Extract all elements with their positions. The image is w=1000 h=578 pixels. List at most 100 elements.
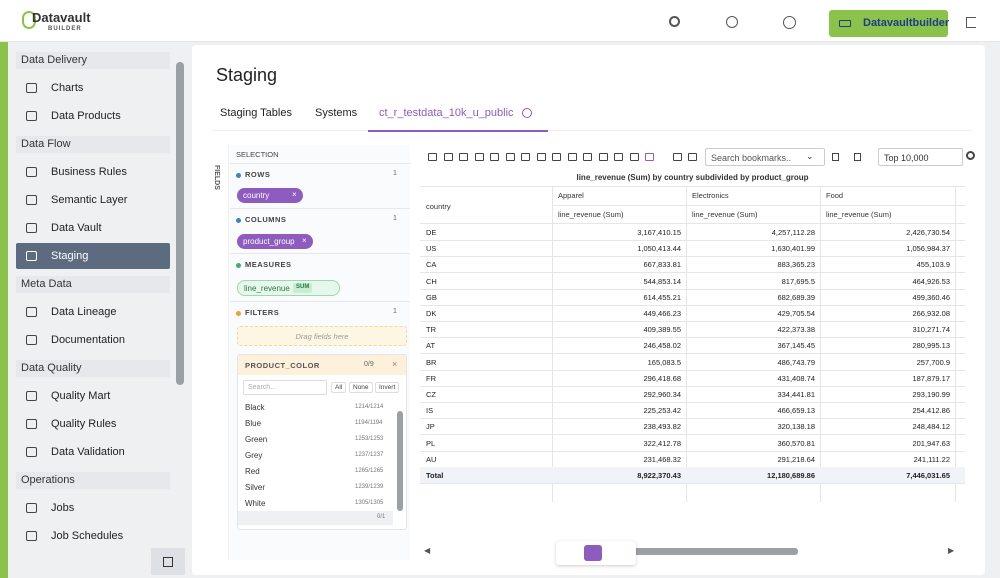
- view-switcher: [556, 541, 636, 565]
- nav-item[interactable]: Quality Mart: [16, 383, 170, 409]
- row-line: [420, 304, 965, 306]
- nav-item[interactable]: Semantic Layer: [16, 187, 170, 213]
- filter-button[interactable]: All: [331, 382, 347, 393]
- logout-icon[interactable]: [966, 17, 976, 28]
- section-divider: [230, 301, 410, 302]
- cell: 225,253.42: [643, 406, 681, 416]
- view-button[interactable]: [562, 545, 580, 561]
- toolbar-icon[interactable]: [645, 153, 654, 161]
- row-line: [420, 288, 965, 290]
- toolbar-icon[interactable]: [443, 153, 453, 161]
- nav-item[interactable]: Jobs: [16, 495, 170, 521]
- toolbar-icon[interactable]: [552, 153, 561, 161]
- nav-item[interactable]: Business Rules: [16, 159, 170, 185]
- cell: 257,700.9: [916, 357, 950, 367]
- filter-header: [238, 355, 406, 375]
- nav-item[interactable]: Documentation: [16, 327, 170, 353]
- toolbar-icon[interactable]: [459, 153, 468, 161]
- cell: 544,853.14: [643, 276, 681, 286]
- nav-icon: [26, 531, 37, 541]
- row-limit[interactable]: Top 10,000: [878, 148, 963, 166]
- filter-button[interactable]: None: [349, 382, 373, 393]
- limit-label: Top 10,000: [884, 153, 929, 163]
- filter-item[interactable]: Black: [245, 403, 265, 412]
- toolbar-icon[interactable]: [536, 153, 546, 161]
- nav-label: Job Schedules: [51, 530, 124, 542]
- tab[interactable]: Systems: [315, 107, 358, 119]
- theme-icon[interactable]: [669, 16, 680, 27]
- filter-button[interactable]: Invert: [375, 382, 400, 393]
- field-chip[interactable]: product_group ×: [237, 234, 313, 249]
- toolbar-icon[interactable]: [474, 153, 484, 161]
- cell: 431,408.74: [777, 373, 815, 383]
- row-label: Total: [426, 471, 444, 480]
- agg-badge[interactable]: SUM: [293, 283, 313, 293]
- h-scroll-thumb[interactable]: [632, 548, 798, 555]
- filter-item[interactable]: Silver: [245, 483, 266, 492]
- workspace-button[interactable]: Datavaultbuilder: [829, 10, 949, 37]
- filter-item[interactable]: Grey: [245, 451, 263, 460]
- toolbar-icon[interactable]: [629, 153, 639, 161]
- section-header: Data Flow: [16, 136, 170, 153]
- nav-item[interactable]: Data Products: [16, 103, 170, 129]
- settings-icon[interactable]: [966, 151, 975, 160]
- toolbar-icon[interactable]: [521, 153, 530, 161]
- toolbar-icon[interactable]: [854, 153, 861, 161]
- view-button[interactable]: [608, 545, 626, 561]
- section-label: FILTERS: [245, 308, 280, 317]
- language-icon[interactable]: [726, 16, 738, 28]
- nav-item[interactable]: Data Vault: [16, 215, 170, 241]
- nav-item[interactable]: Staging: [16, 243, 170, 269]
- nav-icon: [26, 307, 37, 317]
- toolbar-icon[interactable]: [614, 153, 623, 161]
- filter-item[interactable]: White: [245, 499, 266, 508]
- cell: 201,947.63: [912, 438, 950, 448]
- cell: 296,418.68: [643, 373, 681, 383]
- field-chip[interactable]: country ×: [237, 188, 303, 203]
- measure-chip[interactable]: line_revenue SUM: [237, 280, 340, 296]
- tab-close[interactable]: [522, 108, 532, 118]
- toolbar-icon[interactable]: [598, 153, 608, 161]
- logo-text[interactable]: Datavault: [32, 10, 91, 25]
- toolbar-icon[interactable]: [688, 153, 697, 161]
- total-row: [420, 467, 965, 483]
- toolbar-icon[interactable]: [567, 153, 577, 161]
- cell: 1,050,413.44: [637, 244, 681, 254]
- toolbar-icon[interactable]: [583, 153, 592, 161]
- nav-label: Charts: [51, 82, 84, 94]
- collapse-button[interactable]: [151, 548, 185, 575]
- toolbar-icon[interactable]: [490, 153, 499, 161]
- nav-item[interactable]: Data Lineage: [16, 299, 170, 325]
- measure-header: line_revenue (Sum): [692, 210, 758, 219]
- filter-search[interactable]: Search...: [243, 380, 327, 395]
- cell: 449,466.23: [643, 309, 681, 318]
- selection-panel: SELECTION ROWS 1 COLUMNS 1 MEASURES FILTERS 1 co…: [230, 145, 410, 560]
- row-label: CH: [426, 276, 437, 286]
- filter-item[interactable]: Red: [245, 467, 260, 476]
- scroll-thumb[interactable]: [176, 62, 184, 385]
- tab[interactable]: Staging Tables: [220, 107, 292, 119]
- toolbar-icon[interactable]: [672, 153, 682, 161]
- toolbar-icon[interactable]: [832, 153, 839, 161]
- tab[interactable]: ct_r_testdata_10k_u_public: [379, 107, 514, 119]
- view-button[interactable]: [584, 545, 602, 561]
- nav-item[interactable]: Job Schedules: [16, 523, 170, 542]
- nav-item[interactable]: Data Validation: [16, 439, 170, 465]
- bookmark-search[interactable]: Search bookmarks.. ⌄: [705, 148, 825, 166]
- filter-item-count: 1239/1239: [355, 484, 384, 490]
- nav-label: Jobs: [51, 502, 75, 514]
- row-line: [420, 337, 965, 339]
- nav-item[interactable]: Quality Rules: [16, 411, 170, 437]
- measure-header: line_revenue (Sum): [558, 210, 624, 219]
- nav-item[interactable]: Charts: [16, 75, 170, 101]
- filter-item-count: 1194/1194: [355, 420, 383, 426]
- cell: 293,190.99: [912, 390, 950, 399]
- section-label: ROWS: [245, 170, 271, 179]
- filter-item[interactable]: Green: [245, 435, 268, 444]
- filter-item[interactable]: Blue: [245, 419, 262, 428]
- toolbar-icon[interactable]: [505, 153, 515, 161]
- filter-more: [238, 511, 393, 525]
- user-icon[interactable]: [783, 16, 796, 29]
- toolbar-icon[interactable]: [428, 153, 437, 161]
